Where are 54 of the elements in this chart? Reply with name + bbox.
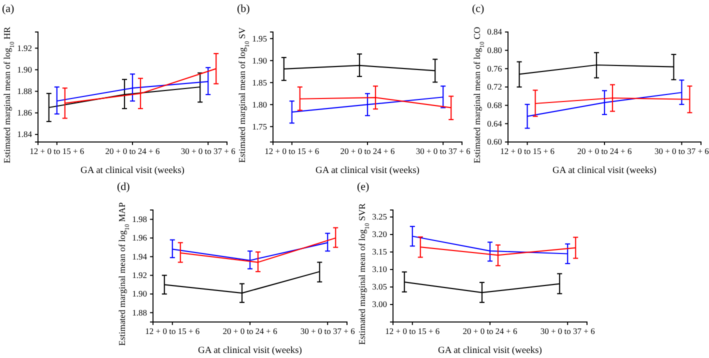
chart-title: (e) <box>357 181 370 193</box>
x-tick-label: 20 + 0 to 24 + 6 <box>222 326 278 336</box>
y-tick-label: 1.90 <box>252 55 267 66</box>
y-tick-label: 1.90 <box>17 64 32 74</box>
x-axis-title: GA at clinical visit (weeks) <box>80 166 184 176</box>
y-tick-label: 0.68 <box>487 100 502 110</box>
y-tick-label: 1.86 <box>17 108 32 118</box>
y-tick-label: 3.05 <box>372 282 387 292</box>
chart-title: (c) <box>472 3 485 15</box>
y-tick-label: 0.76 <box>487 63 502 74</box>
y-tick-label: 1.96 <box>132 232 147 243</box>
chart-title: (a) <box>2 3 15 15</box>
x-axis-title: GA at clinical visit (weeks) <box>552 166 656 176</box>
y-tick-label: 1.84 <box>17 129 33 140</box>
y-tick-label: 0.60 <box>487 136 502 147</box>
y-tick-label: 3.10 <box>372 264 387 274</box>
y-tick-label: 1.92 <box>17 42 32 53</box>
chart-title: (d) <box>117 181 130 193</box>
y-tick-label: 0.80 <box>487 45 502 56</box>
x-tick-label: 30 + 0 to 37 + 6 <box>540 326 595 336</box>
x-tick-label: 30 + 0 to 37 + 6 <box>180 146 236 156</box>
y-tick-label: 1.95 <box>252 33 267 44</box>
x-tick-label: 12 + 0 to 15 + 6 <box>145 326 200 336</box>
y-tick-label: 1.92 <box>132 270 147 280</box>
x-tick-label: 20 + 0 to 24 + 6 <box>462 326 518 336</box>
y-tick-label: 0.84 <box>487 26 503 37</box>
x-tick-label: 12 + 0 to 15 + 6 <box>385 326 440 336</box>
x-tick-label: 20 + 0 to 24 + 6 <box>340 146 395 156</box>
y-tick-label: 1.98 <box>132 214 147 224</box>
x-tick-label: 30 + 0 to 37 + 6 <box>416 146 470 156</box>
x-tick-label: 20 + 0 to 24 + 6 <box>105 146 160 156</box>
x-tick-label: 12 + 0 to 15 + 6 <box>30 146 84 156</box>
x-tick-label: 12 + 0 to 15 + 6 <box>264 146 320 156</box>
y-tick-label: 1.75 <box>252 121 267 132</box>
x-tick-label: 20 + 0 to 24 + 6 <box>577 146 632 156</box>
x-axis-title: GA at clinical visit (weeks) <box>316 166 420 176</box>
chart-title: (b) <box>237 3 250 15</box>
x-axis-title: GA at clinical visit (weeks) <box>438 346 542 356</box>
y-tick-label: 3.20 <box>372 229 387 240</box>
y-tick-label: 1.88 <box>17 86 32 96</box>
y-tick-label: 0.72 <box>487 82 502 92</box>
y-tick-label: 1.94 <box>132 251 148 262</box>
y-tick-label: 1.90 <box>132 288 147 299</box>
x-tick-label: 30 + 0 to 37 + 6 <box>654 146 709 156</box>
x-tick-label: 12 + 0 to 15 + 6 <box>500 146 555 156</box>
y-tick-label: 3.00 <box>372 299 387 310</box>
y-tick-label: 3.15 <box>372 246 387 257</box>
y-tick-label: 1.85 <box>252 77 267 88</box>
x-axis-title: GA at clinical visit (weeks) <box>198 346 302 356</box>
y-tick-label: 1.80 <box>252 99 267 110</box>
y-tick-label: 1.88 <box>132 307 147 318</box>
y-tick-label: 0.64 <box>487 118 503 128</box>
y-tick-label: 3.25 <box>372 212 387 222</box>
x-tick-label: 30 + 0 to 37 + 6 <box>300 326 355 336</box>
